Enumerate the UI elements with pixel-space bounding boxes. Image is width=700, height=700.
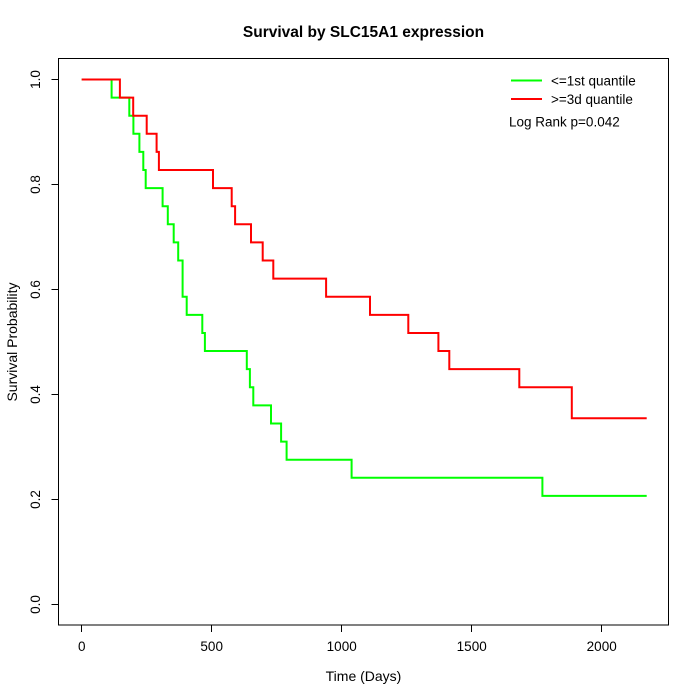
survival-curve — [81, 78, 647, 497]
log-rank-annotation: Log Rank p=0.042 — [509, 115, 620, 130]
y-tick-label: 0.2 — [28, 490, 43, 509]
x-axis-ticks: 0 500 1000 1500 2000 — [78, 625, 617, 654]
legend-label-quantile1: <=1st quantile — [551, 74, 636, 89]
y-tick-label: 0.6 — [28, 280, 43, 299]
y-tick-label: 1.0 — [28, 70, 43, 89]
x-axis-label: Time (Days) — [326, 668, 402, 684]
x-tick-label: 1500 — [457, 639, 487, 654]
y-axis-ticks: 0.0 0.2 0.4 0.6 0.8 1.0 — [28, 70, 59, 614]
x-tick-label: 1000 — [327, 639, 357, 654]
y-tick-label: 0.8 — [28, 175, 43, 194]
x-tick-label: 2000 — [587, 639, 617, 654]
survival-curve — [81, 78, 647, 420]
chart-title: Survival by SLC15A1 expression — [243, 24, 484, 41]
y-axis-label: Survival Probability — [4, 282, 20, 401]
y-tick-label: 0.0 — [28, 595, 43, 614]
x-tick-label: 500 — [200, 639, 223, 654]
legend: <=1st quantile >=3d quantile Log Rank p=… — [509, 74, 636, 130]
legend-label-quantile3: >=3d quantile — [551, 92, 633, 107]
x-tick-label: 0 — [78, 639, 86, 654]
survival-curves — [81, 78, 647, 497]
plot-box — [58, 58, 669, 626]
y-tick-label: 0.4 — [28, 385, 43, 404]
